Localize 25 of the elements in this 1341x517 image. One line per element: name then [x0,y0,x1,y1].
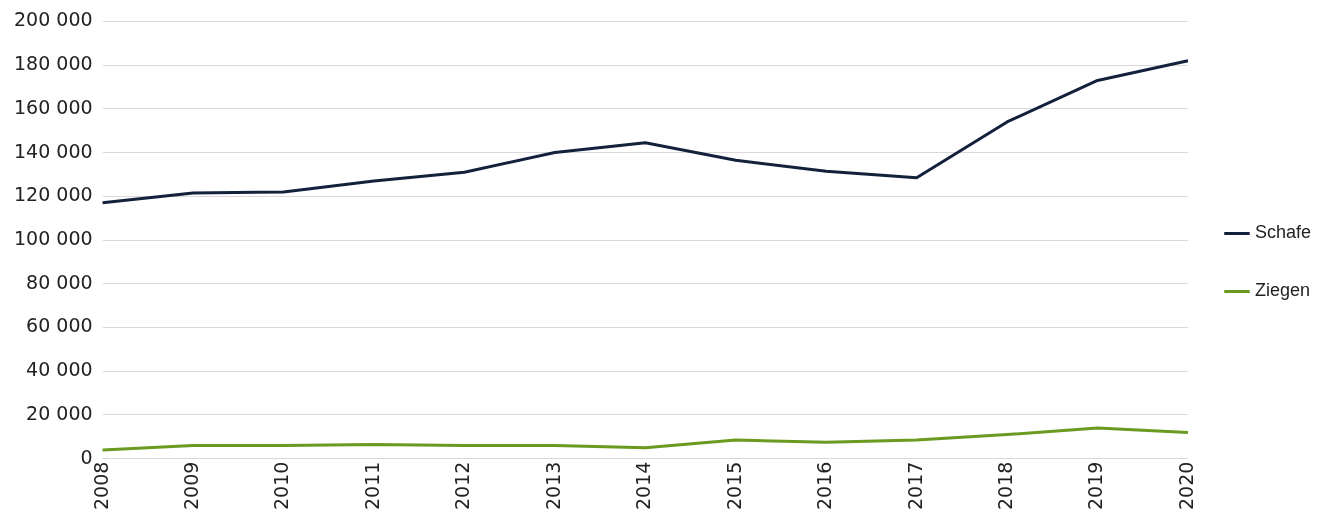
x-tick-label: 2017 [903,461,926,511]
y-tick-label: 0 [80,445,93,468]
x-tick-label: 2018 [994,461,1016,511]
y-tick-label: 100 000 [13,226,93,249]
x-tick-label: 2019 [1084,461,1107,511]
x-tick-label: 2015 [722,461,745,511]
legend-label: Ziegen [1254,280,1311,301]
x-tick-label: 2013 [541,461,564,511]
x-tick-label: 2014 [632,461,655,511]
x-tick-label: 2010 [270,461,293,511]
legend-label: Schafe [1254,222,1312,243]
y-tick-label: 140 000 [13,139,93,162]
x-tick-label: 2020 [1174,461,1197,511]
y-tick-label: 120 000 [13,183,93,206]
x-tick-label: 2016 [813,461,836,511]
x-tick-label: 2009 [179,461,202,511]
x-tick-label: 2012 [451,461,474,511]
y-tick-label: 60 000 [26,314,93,337]
y-tick-label: 40 000 [26,358,93,381]
y-tick-label: 200 000 [13,8,93,31]
y-tick-label: 80 000 [26,270,93,293]
y-tick-label: 160 000 [13,95,93,118]
x-tick-label: 2011 [360,461,383,511]
y-tick-label: 20 000 [26,401,93,424]
y-tick-label: 180 000 [13,52,93,75]
